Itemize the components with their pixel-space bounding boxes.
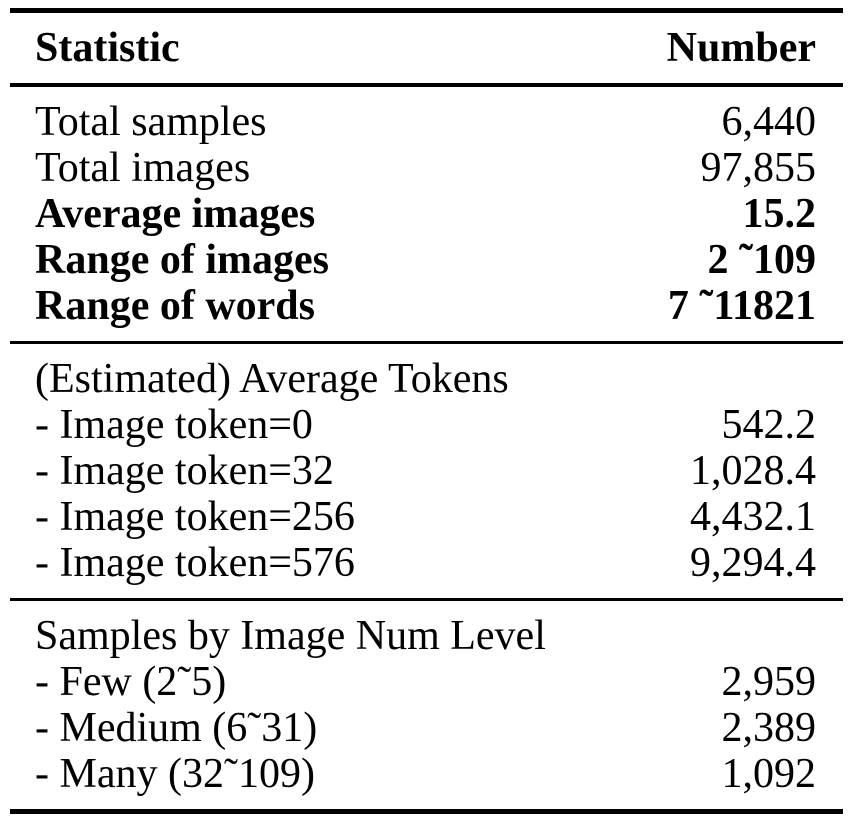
section-divider-rule xyxy=(10,341,843,344)
row-label: Total samples xyxy=(35,99,267,145)
row-value: 9,294.4 xyxy=(690,540,816,586)
table-row: Total samples 6,440 xyxy=(10,99,843,145)
row-label: - Image token=256 xyxy=(35,494,355,540)
table-row: Total images 97,855 xyxy=(10,145,843,191)
row-value: 542.2 xyxy=(721,402,817,448)
row-value: 4,432.1 xyxy=(690,494,816,540)
section-header: Samples by Image Num Level xyxy=(10,613,843,659)
table-row: - Many (32˜109) 1,092 xyxy=(10,751,843,797)
row-value: 2,959 xyxy=(721,659,817,705)
table-row: - Image token=576 9,294.4 xyxy=(10,540,843,586)
row-value: 7 ˜11821 xyxy=(667,283,816,329)
section-divider-rule xyxy=(10,598,843,601)
table-row: - Image token=0 542.2 xyxy=(10,402,843,448)
header-rule xyxy=(10,83,843,87)
row-label: - Image token=576 xyxy=(35,540,355,586)
row-value: 1,028.4 xyxy=(690,448,816,494)
table-section-overview: Total samples 6,440 Total images 97,855 Aver… xyxy=(10,87,843,341)
row-label: Average images xyxy=(35,191,316,237)
table-row: - Image token=256 4,432.1 xyxy=(10,494,843,540)
row-label: - Medium (6˜31) xyxy=(35,705,318,751)
section-header: (Estimated) Average Tokens xyxy=(10,356,843,402)
table-section-samples-by-level: Samples by Image Num Level - Few (2˜5) 2,9… xyxy=(10,601,843,809)
row-label: Range of words xyxy=(35,283,315,329)
column-header-number: Number xyxy=(666,25,816,71)
row-value: 2,389 xyxy=(721,705,817,751)
bottom-rule xyxy=(10,809,843,814)
row-label: - Few (2˜5) xyxy=(35,659,227,705)
row-label: - Many (32˜109) xyxy=(35,751,315,797)
table-header-row: Statistic Number xyxy=(10,13,843,83)
row-label: Range of images xyxy=(35,237,329,283)
table-row: - Medium (6˜31) 2,389 xyxy=(10,705,843,751)
table-row: Range of images 2 ˜109 xyxy=(10,237,843,283)
row-value: 2 ˜109 xyxy=(707,237,817,283)
table-row: Range of words 7 ˜11821 xyxy=(10,283,843,329)
table-section-average-tokens: (Estimated) Average Tokens - Image token=… xyxy=(10,344,843,598)
top-rule xyxy=(10,8,843,13)
statistics-table: Statistic Number Total samples 6,440 Total… xyxy=(10,8,843,814)
table-row: - Few (2˜5) 2,959 xyxy=(10,659,843,705)
row-label: - Image token=0 xyxy=(35,402,313,448)
column-header-statistic: Statistic xyxy=(35,25,180,71)
table-row: - Image token=32 1,028.4 xyxy=(10,448,843,494)
table-row: Average images 15.2 xyxy=(10,191,843,237)
row-value: 6,440 xyxy=(721,99,817,145)
row-label: - Image token=32 xyxy=(35,448,334,494)
row-value: 1,092 xyxy=(721,751,817,797)
row-value: 97,855 xyxy=(700,145,817,191)
section-header-label: Samples by Image Num Level xyxy=(35,613,546,659)
section-header-label: (Estimated) Average Tokens xyxy=(35,356,509,402)
row-label: Total images xyxy=(35,145,251,191)
row-value: 15.2 xyxy=(742,191,817,237)
